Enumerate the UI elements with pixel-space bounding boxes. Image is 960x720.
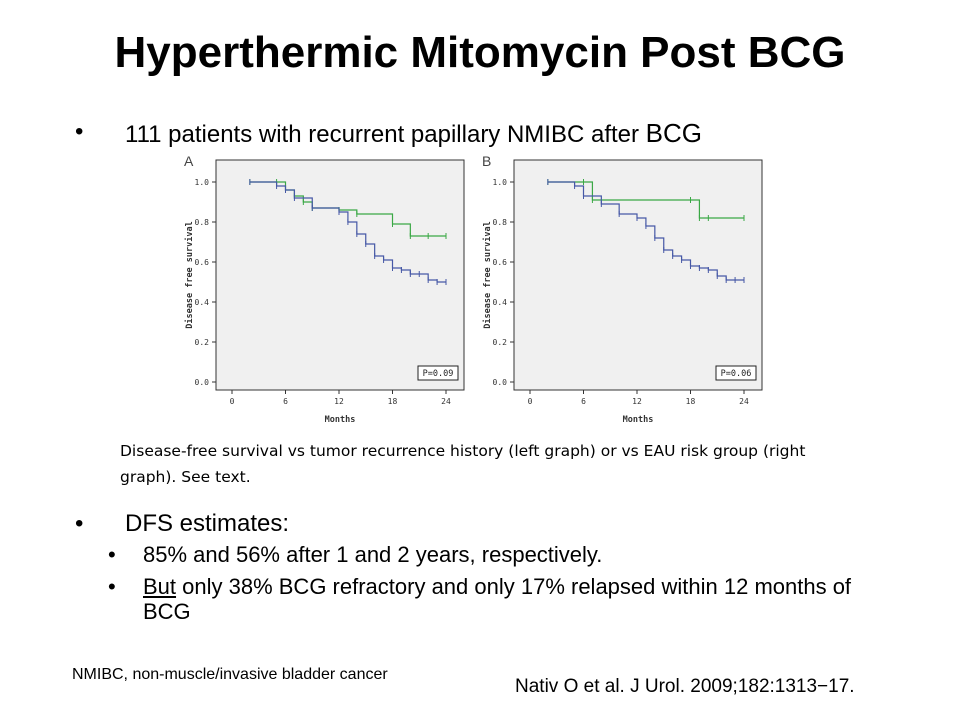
chart-a-y-tick-label: 0.6 [195,258,210,267]
sub-bullet-marker: • [108,542,116,567]
chart-a-p-value-box [417,365,459,381]
chart-a-y-tick-label: 0.4 [195,298,210,307]
footnote: NMIBC, non-muscle/invasive bladder cance… [72,666,388,683]
chart-b-x-tick-label: 18 [686,397,696,406]
chart-b-x-tick-label: 12 [632,397,642,406]
chart-b-panel-label: B [482,153,491,169]
chart-b-p-value-box [715,365,757,381]
chart-b-plot-area [513,159,763,391]
chart-a-plot-area [215,159,465,391]
chart-a-panel-label: A [184,153,194,169]
chart-b-x-tick-label: 24 [739,397,749,406]
chart-a-y-tick-label: 0.8 [195,218,210,227]
chart-a-x-tick-label: 24 [441,397,451,406]
chart-a-x-tick-label: 0 [230,397,235,406]
bullet-patients-text: 111 patients with recurrent papillary NM… [125,118,703,148]
chart-b-x-tick-label: 0 [528,397,533,406]
chart-a-y-axis-label: Disease free survival [184,221,195,328]
survival-chart-a-svg: A 0.0 0.2 0.4 0.6 0.8 1.0 0 6 12 18 24 Months Disease… [184,153,465,425]
bullet-marker: • [75,510,84,537]
chart-b-x-axis-label: Months [623,415,654,425]
chart-a-y-tick-label: 1.0 [195,178,210,187]
chart-a-y-tick-label: 0.2 [195,338,210,347]
sub-bullet-refractory-text: But only 38% BCG refractory and only 17%… [143,574,852,624]
chart-b-y-tick-label: 0.8 [493,218,508,227]
bullet-dfs-text: DFS estimates: [125,510,290,537]
figure-caption: Disease-free survival vs tumor recurrenc… [120,442,806,486]
survival-chart-b-svg: B 0.0 0.2 0.4 0.6 0.8 1.0 0 6 12 18 24 Months Disease… [482,153,763,425]
chart-a-x-tick-label: 12 [334,397,344,406]
chart-a-x-axis-label: Months [325,415,356,425]
sub-bullet-estimates-text: 85% and 56% after 1 and 2 years, respect… [143,542,603,567]
chart-b-p-value: P=0.06 [721,369,752,379]
slide-title: Hyperthermic Mitomycin Post BCG [114,28,846,77]
survival-chart-a: A 0.0 0.2 0.4 0.6 0.8 1.0 0 6 12 18 24 Months Disease… [178,152,468,432]
survival-chart-b: B 0.0 0.2 0.4 0.6 0.8 1.0 0 6 12 18 24 Months Disease… [476,152,766,432]
underlined-word: But [143,574,177,599]
chart-b-y-tick-label: 0.6 [493,258,508,267]
chart-b-y-tick-label: 0.4 [493,298,508,307]
bullet-marker: • [75,118,84,145]
chart-a-y-tick-label: 0.0 [195,378,210,387]
chart-a-x-tick-label: 6 [283,397,288,406]
chart-a-p-value: P=0.09 [423,369,454,379]
citation: Nativ O et al. J Urol. 2009;182:1313−17. [515,676,855,697]
chart-b-y-axis-label: Disease free survival [482,221,493,328]
chart-b-y-tick-label: 0.2 [493,338,508,347]
chart-b-x-tick-label: 6 [581,397,586,406]
chart-a-x-tick-label: 18 [388,397,398,406]
chart-b-y-tick-label: 0.0 [493,378,508,387]
chart-b-y-tick-label: 1.0 [493,178,508,187]
sub-bullet-marker: • [108,574,116,599]
